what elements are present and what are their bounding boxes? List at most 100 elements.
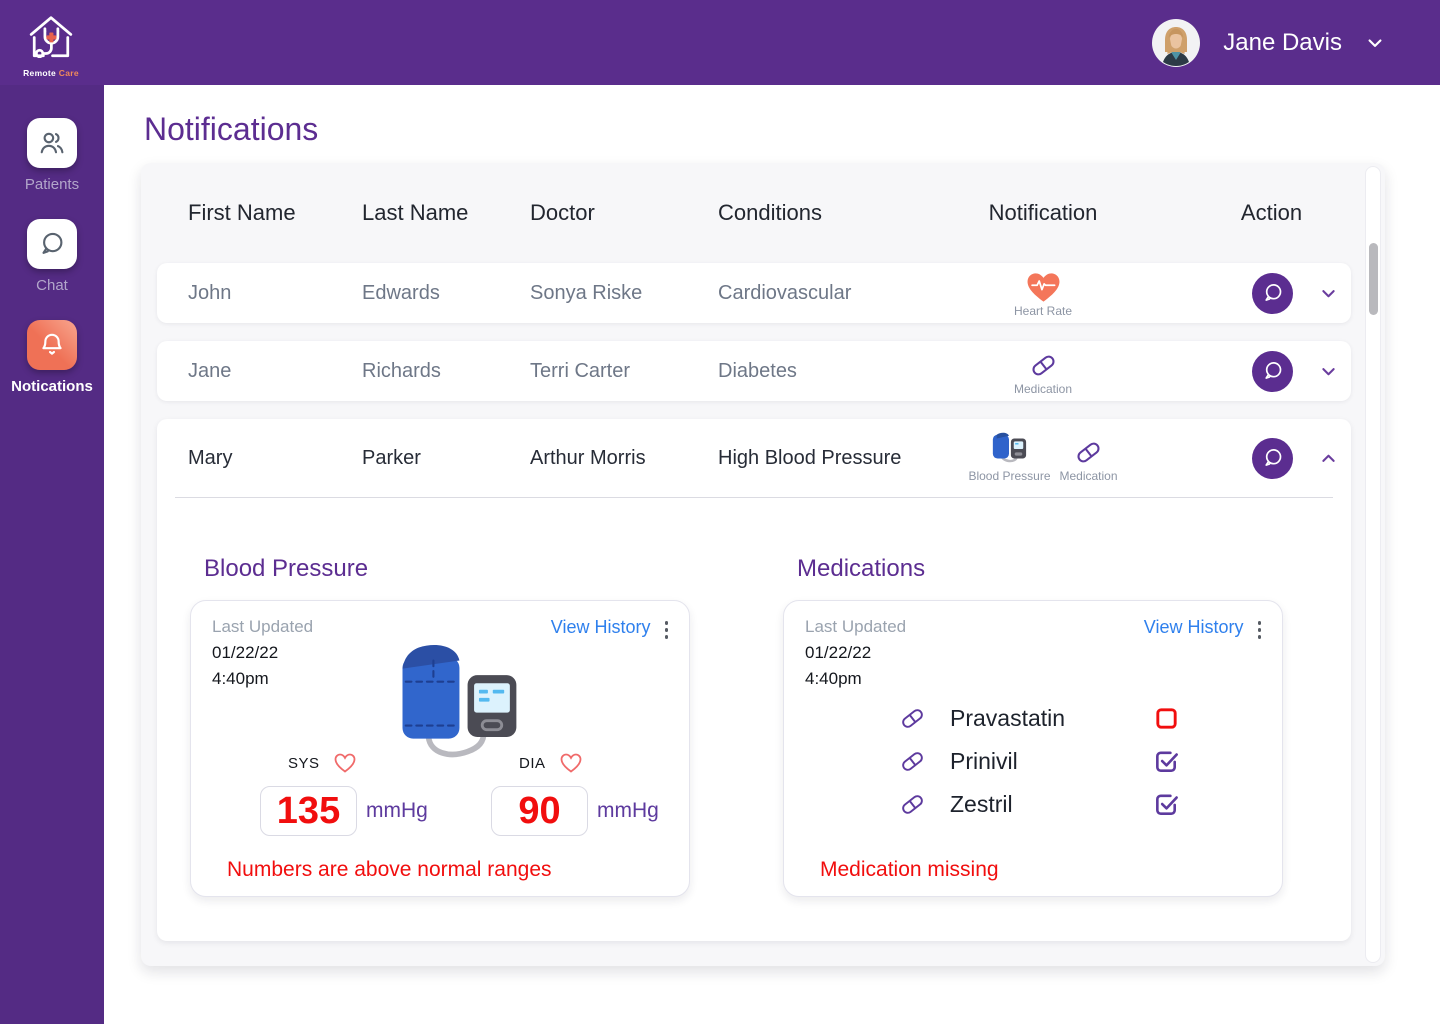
cell-first-name: John xyxy=(188,281,232,304)
notification-medication: Medication xyxy=(1014,347,1072,396)
notification-heart-rate: Heart Rate xyxy=(1014,269,1072,318)
kebab-menu-icon[interactable] xyxy=(1257,617,1261,639)
col-header-doctor: Doctor xyxy=(530,200,595,225)
medication-row-pravastatin: Pravastatin xyxy=(898,697,1180,740)
heart-outline-icon xyxy=(333,752,357,774)
cell-first-name: Jane xyxy=(188,359,232,382)
cell-conditions: High Blood Pressure xyxy=(718,446,902,469)
sidebar-item-patients[interactable]: Patients xyxy=(25,118,79,193)
table-header-row: First Name Last Name Doctor Conditions N… xyxy=(157,163,1351,243)
last-updated-time: 4:40pm xyxy=(805,669,862,688)
blood-pressure-heading: Blood Pressure xyxy=(204,555,369,582)
cell-notification: Heart Rate xyxy=(958,263,1128,323)
chevron-up-icon[interactable] xyxy=(1319,449,1338,468)
last-updated-block: Last Updated 01/22/22 4:40pm xyxy=(212,617,313,689)
cell-doctor: Terri Carter xyxy=(530,359,631,382)
chat-button[interactable] xyxy=(1252,272,1293,314)
last-updated-date: 01/22/22 xyxy=(212,643,279,662)
sys-label: SYS xyxy=(288,754,320,772)
sys-unit: mmHg xyxy=(366,799,428,822)
sys-value: 135 xyxy=(260,786,357,836)
col-header-last-name: Last Name xyxy=(362,200,469,225)
medication-warning: Medication missing xyxy=(820,858,999,881)
medication-name: Pravastatin xyxy=(950,705,1066,731)
sidebar-item-chat[interactable]: Chat xyxy=(27,219,77,294)
topbar: Remote Care Jane Davis xyxy=(0,0,1440,85)
table-row-mary-parker-expanded: Mary Parker Arthur Morris High Blood Pre… xyxy=(157,419,1351,941)
medications-heading: Medications xyxy=(797,555,926,582)
bell-icon xyxy=(27,320,77,370)
col-header-conditions: Conditions xyxy=(718,200,822,225)
table-row-mary-parker[interactable]: Mary Parker Arthur Morris High Blood Pre… xyxy=(157,419,1351,497)
checkbox-unchecked-icon[interactable] xyxy=(1153,705,1180,732)
cell-last-name: Edwards xyxy=(362,281,440,304)
expanded-detail: Blood Pressure Last Updated 01/22/22 4:4… xyxy=(157,498,1351,897)
systolic-reading: SYS 135 mmHg xyxy=(260,752,428,836)
blood-pressure-section: Blood Pressure Last Updated 01/22/22 4:4… xyxy=(190,555,690,897)
medication-list: Pravastatin Prinivil Zestril xyxy=(898,697,1180,826)
cell-notification: Blood Pressure Medication xyxy=(958,419,1128,497)
last-updated-time: 4:40pm xyxy=(212,669,269,688)
medication-pill-icon xyxy=(898,790,927,819)
chevron-down-icon[interactable] xyxy=(1365,33,1385,53)
main-content: Notifications First Name Last Name Docto… xyxy=(104,85,1440,1024)
table-row-john-edwards[interactable]: John Edwards Sonya Riske Cardiovascular … xyxy=(157,263,1351,323)
col-header-action: Action xyxy=(1240,200,1303,225)
medications-section: Medications Last Updated 01/22/22 4:40pm… xyxy=(783,555,1283,897)
row-divider xyxy=(175,497,1333,498)
dia-unit: mmHg xyxy=(597,799,659,822)
view-history-link[interactable]: View History xyxy=(550,617,651,637)
col-header-first-name: First Name xyxy=(188,200,296,225)
brand-name: Remote Care xyxy=(23,68,79,78)
remote-care-logo-icon xyxy=(21,7,81,71)
cell-conditions: Diabetes xyxy=(718,359,797,382)
chat-button[interactable] xyxy=(1252,437,1293,479)
checkbox-checked-icon[interactable] xyxy=(1153,791,1180,818)
cell-notification: Medication xyxy=(958,341,1128,401)
scrollbar-thumb[interactable] xyxy=(1368,243,1378,315)
notifications-table: First Name Last Name Doctor Conditions N… xyxy=(141,163,1385,966)
last-updated-label: Last Updated xyxy=(212,617,314,636)
sidebar: Patients Chat Notications xyxy=(0,85,104,1024)
checkbox-checked-icon[interactable] xyxy=(1153,748,1180,775)
cell-doctor: Sonya Riske xyxy=(530,281,643,304)
cell-action xyxy=(1128,263,1351,323)
user-name: Jane Davis xyxy=(1223,28,1342,56)
sidebar-item-notifications[interactable]: Notications xyxy=(11,320,93,395)
chat-icon xyxy=(27,219,77,269)
chevron-down-icon[interactable] xyxy=(1319,362,1338,381)
cell-conditions: Cardiovascular xyxy=(718,281,852,304)
brand-logo: Remote Care xyxy=(16,7,86,78)
scrollbar-track[interactable] xyxy=(1365,166,1381,963)
user-menu[interactable]: Jane Davis xyxy=(1152,18,1385,67)
last-updated-block: Last Updated 01/22/22 4:40pm xyxy=(805,617,906,689)
blood-pressure-panel: Last Updated 01/22/22 4:40pm View Histor… xyxy=(190,600,690,897)
medication-name: Zestril xyxy=(950,791,1013,817)
view-history-link[interactable]: View History xyxy=(1143,617,1244,637)
kebab-menu-icon[interactable] xyxy=(664,617,668,639)
dia-value: 90 xyxy=(491,786,588,836)
cell-last-name: Richards xyxy=(362,359,441,382)
notification-blood-pressure: Blood Pressure xyxy=(968,434,1051,483)
cell-action xyxy=(1128,341,1351,401)
cell-last-name: Parker xyxy=(362,446,421,469)
cell-first-name: Mary xyxy=(188,446,233,469)
blood-pressure-icon xyxy=(988,434,1030,468)
avatar xyxy=(1152,18,1201,67)
heart-rate-icon xyxy=(1025,269,1062,303)
medications-panel: Last Updated 01/22/22 4:40pm View Histor… xyxy=(783,600,1283,897)
cell-doctor: Arthur Morris xyxy=(530,446,646,469)
col-header-notification: Notification xyxy=(988,200,1098,225)
blood-pressure-warning: Numbers are above normal ranges xyxy=(227,858,552,881)
last-updated-label: Last Updated xyxy=(805,617,907,636)
chevron-down-icon[interactable] xyxy=(1319,284,1338,303)
medication-row-prinivil: Prinivil xyxy=(898,740,1180,783)
blood-pressure-monitor-illustration xyxy=(396,641,518,763)
medication-pill-icon xyxy=(898,747,927,776)
page-title: Notifications xyxy=(144,111,319,147)
chat-button[interactable] xyxy=(1252,350,1293,392)
medication-pill-icon xyxy=(1028,347,1059,381)
notification-medication: Medication xyxy=(1060,434,1118,483)
medication-pill-icon xyxy=(1073,434,1104,468)
table-row-jane-richards[interactable]: Jane Richards Terri Carter Diabetes Medi… xyxy=(157,341,1351,401)
